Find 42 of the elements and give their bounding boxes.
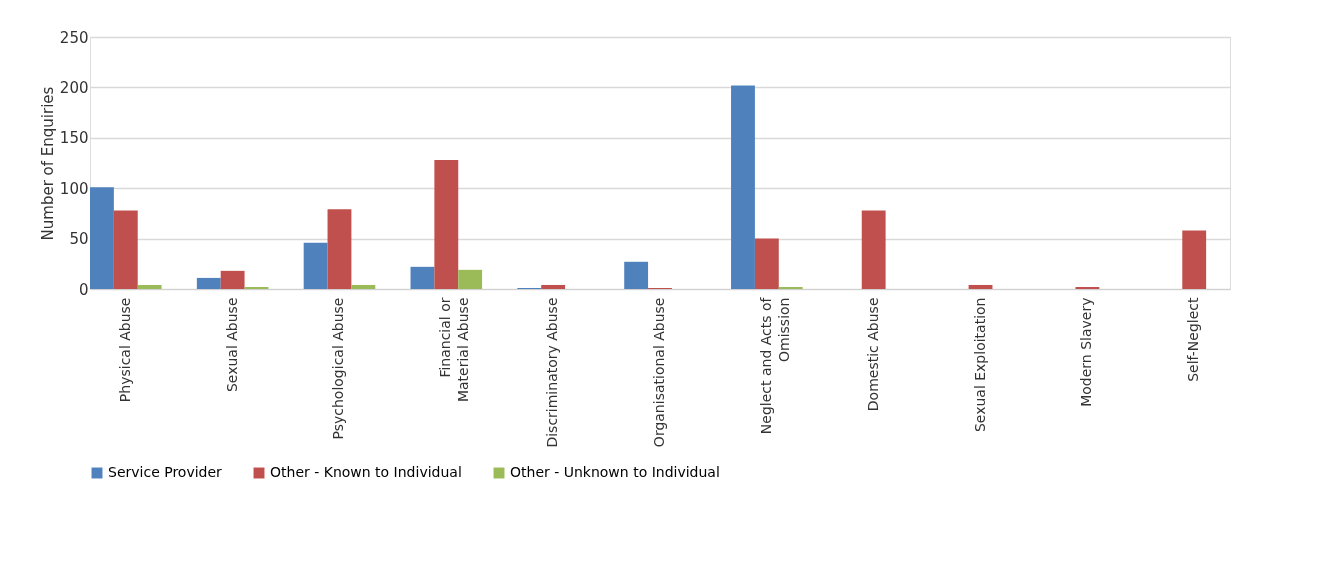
x-tick-label: Domestic Abuse: [864, 297, 881, 412]
bar: [303, 242, 328, 289]
x-tick-label: Physical Abuse: [116, 297, 133, 403]
x-tick-label: Psychological Abuse: [330, 297, 347, 440]
bar: [861, 210, 886, 289]
legend-label: Other - Known to Individual: [270, 464, 462, 480]
y-tick-label: 200: [59, 78, 89, 97]
bar: [624, 261, 649, 289]
y-tick-label: 0: [78, 280, 89, 299]
bar: [541, 284, 566, 289]
bar: [778, 286, 803, 289]
x-tick-label: Organisational Abuse: [651, 297, 667, 448]
bar: [968, 284, 993, 289]
bar: [351, 284, 376, 289]
y-tick-label: 100: [59, 179, 89, 198]
bar: [410, 266, 435, 289]
x-tick-label: Discriminatory Abuse: [544, 297, 561, 448]
x-tick-label: Self-Neglect: [1185, 297, 1202, 382]
bar: [458, 269, 483, 289]
bar: [731, 85, 755, 289]
bar: [220, 270, 245, 289]
bar: [754, 238, 779, 289]
bar: [434, 159, 459, 289]
x-tick-label: Neglect and Acts of Omission: [757, 296, 792, 435]
y-tick-label: 250: [59, 28, 89, 47]
x-tick-label: Sexual Abuse: [223, 297, 240, 393]
bar: [327, 209, 352, 289]
x-tick-label: Financial or Material Abuse: [437, 297, 472, 403]
y-tick-label: 150: [59, 129, 89, 148]
legend-label: Service Provider: [108, 464, 223, 480]
legend-label: Other - Unknown to Individual: [510, 464, 720, 480]
bar: [137, 284, 162, 289]
y-axis-title: Number of Enquiries: [38, 86, 57, 241]
bar: [1182, 230, 1207, 289]
bar: [196, 277, 221, 289]
x-tick-label: Modern Slavery: [1078, 297, 1095, 407]
bar: [90, 187, 114, 289]
bar: [244, 286, 269, 289]
bar: [1075, 286, 1100, 289]
x-tick-label: Sexual Exploitation: [971, 297, 988, 433]
bar: [113, 210, 138, 289]
y-tick-label: 50: [69, 230, 89, 249]
